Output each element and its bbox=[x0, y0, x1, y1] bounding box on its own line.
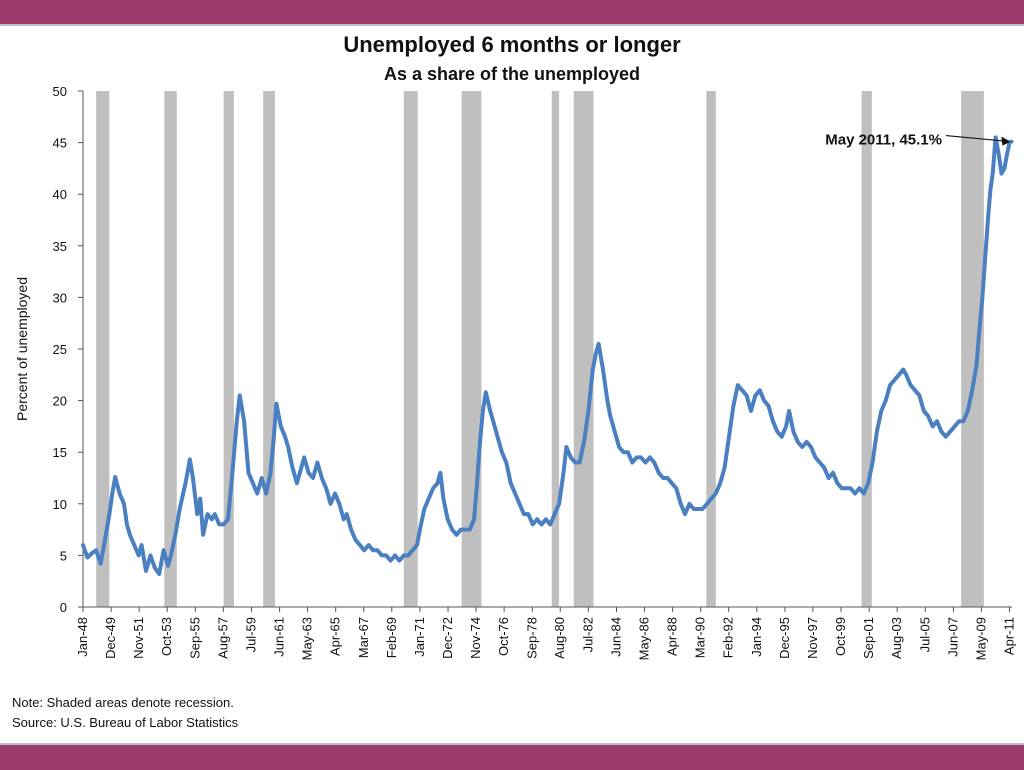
y-tick-label: 20 bbox=[53, 394, 67, 409]
recession-bar bbox=[223, 91, 234, 607]
recession-bar bbox=[96, 91, 110, 607]
y-tick-label: 0 bbox=[60, 600, 67, 615]
y-tick-label: 30 bbox=[53, 290, 67, 305]
x-tick-label: Mar-90 bbox=[693, 617, 708, 658]
y-tick-label: 40 bbox=[53, 187, 67, 202]
x-tick-label: Feb-69 bbox=[384, 617, 399, 658]
x-tick-label: Sep-78 bbox=[524, 617, 539, 659]
y-tick-label: 15 bbox=[53, 445, 67, 460]
series-line bbox=[81, 135, 1014, 576]
annotation-arrow bbox=[945, 134, 1010, 143]
annotation-label: May 2011, 45.1% bbox=[825, 132, 942, 149]
y-tick-label: 25 bbox=[53, 342, 67, 357]
x-tick-label: Jul-05 bbox=[917, 617, 932, 652]
x-tick-label: Jul-82 bbox=[580, 617, 595, 652]
x-tick-label: Sep-01 bbox=[861, 617, 876, 659]
y-tick-label: 35 bbox=[53, 239, 67, 254]
recession-bar bbox=[573, 91, 594, 607]
x-tick-label: Nov-74 bbox=[468, 617, 483, 659]
annotation-arrowhead bbox=[1001, 136, 1011, 146]
x-tick-label: Aug-03 bbox=[889, 617, 904, 659]
recession-bar bbox=[263, 91, 275, 607]
recession-bar bbox=[164, 91, 177, 607]
x-tick-label: Jul-59 bbox=[243, 617, 258, 652]
x-tick-label: Nov-97 bbox=[805, 617, 820, 659]
recession-bar bbox=[961, 91, 984, 607]
recession-note: Note: Shaded areas denote recession. bbox=[12, 695, 234, 710]
x-tick-label: Oct-76 bbox=[496, 617, 511, 656]
x-tick-label: Dec-72 bbox=[440, 617, 455, 659]
x-tick-label: Apr-65 bbox=[328, 617, 343, 656]
x-tick-label: Jan-48 bbox=[75, 617, 90, 657]
x-tick-label: Oct-53 bbox=[159, 617, 174, 656]
x-tick-label: Apr-88 bbox=[665, 617, 680, 656]
y-tick-label: 50 bbox=[53, 84, 67, 99]
x-tick-label: Jun-61 bbox=[272, 617, 287, 657]
x-tick-label: Mar-67 bbox=[356, 617, 371, 658]
x-tick-label: May-86 bbox=[636, 617, 651, 660]
x-tick-label: Aug-80 bbox=[552, 617, 567, 659]
recession-bar bbox=[706, 91, 716, 607]
x-tick-label: Jun-07 bbox=[945, 617, 960, 657]
top-banner bbox=[0, 0, 1024, 26]
recession-bar bbox=[551, 91, 560, 607]
recession-bar bbox=[403, 91, 418, 607]
y-tick-label: 10 bbox=[53, 497, 67, 512]
bottom-banner bbox=[0, 743, 1024, 770]
x-tick-label: Apr-11 bbox=[1002, 617, 1017, 655]
x-tick-label: Feb-92 bbox=[721, 617, 736, 658]
x-tick-label: Dec-95 bbox=[777, 617, 792, 659]
chart-title: Unemployed 6 months or longer bbox=[343, 32, 681, 57]
x-tick-label: Oct-99 bbox=[833, 617, 848, 656]
x-tick-label: May-63 bbox=[300, 617, 315, 660]
source-note: Source: U.S. Bureau of Labor Statistics bbox=[12, 715, 239, 730]
x-tick-label: Jan-94 bbox=[749, 617, 764, 657]
y-tick-label: 45 bbox=[53, 136, 67, 151]
chart-subtitle: As a share of the unemployed bbox=[383, 64, 641, 84]
x-tick-label: Jan-71 bbox=[412, 617, 427, 657]
x-tick-label: Nov-51 bbox=[131, 617, 146, 659]
recession-bar bbox=[861, 91, 872, 607]
x-tick-label: Aug-57 bbox=[215, 617, 230, 659]
y-axis-label: Percent of unemployed bbox=[14, 277, 30, 421]
x-tick-label: Dec-49 bbox=[103, 617, 118, 659]
x-tick-label: Jun-84 bbox=[608, 617, 623, 657]
y-tick-label: 5 bbox=[60, 548, 67, 563]
x-tick-label: May-09 bbox=[973, 617, 988, 660]
x-tick-label: Sep-55 bbox=[187, 617, 202, 659]
